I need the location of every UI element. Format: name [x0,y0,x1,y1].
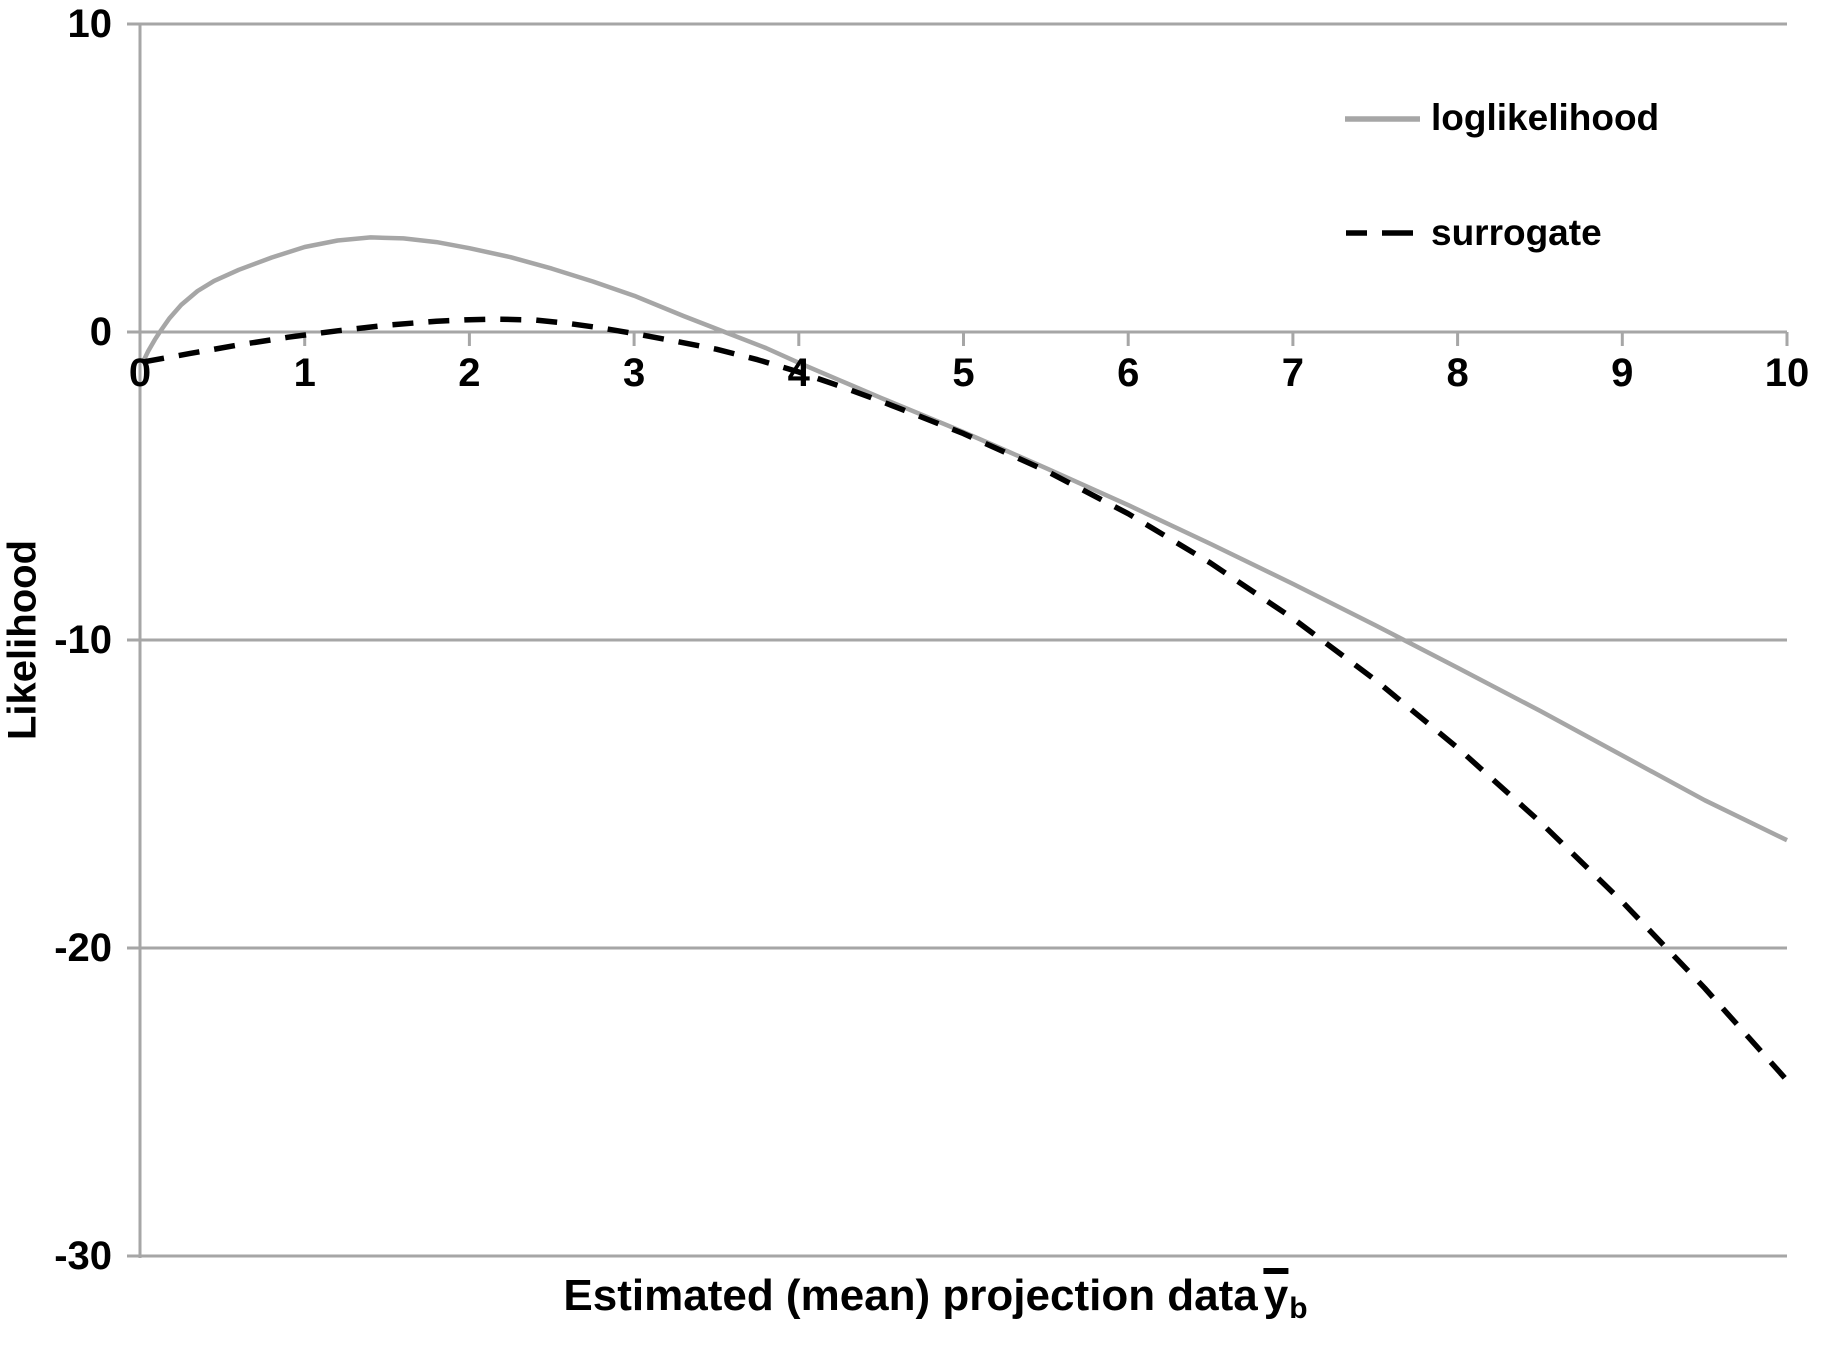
x-tick-label-10: 10 [1764,351,1810,395]
x-axis-title-symbol-ybar: y [1263,1268,1289,1318]
y-tick-label--30: -30 [54,1234,112,1278]
x-tick-label-6: 6 [1117,351,1140,395]
x-tick-label-4: 4 [787,351,810,395]
y-tick-label-0: 0 [89,310,112,354]
x-tick-label-3: 3 [622,351,646,395]
legend-label-loglikelihood: loglikelihood [1431,97,1660,138]
y-tick-label--20: -20 [54,926,112,970]
loglikelihood-curve [141,235,1788,843]
surrogate-line-swatch [1346,230,1413,236]
x-tick-label-0: 0 [128,351,152,395]
x-tick-label-8: 8 [1446,351,1469,395]
y-tick-label--10: -10 [54,618,112,662]
x-tick-label-2: 2 [458,351,481,395]
x-tick-label-9: 9 [1611,351,1634,395]
x-tick-label-1: 1 [293,351,316,395]
loglikelihood-line-swatch [1345,116,1420,122]
x-axis-title: Estimated (mean) projection data yb [563,1268,1308,1325]
surrogate-curve [142,316,1790,1083]
x-axis-title-subscript: b [1289,1292,1308,1325]
x-tick-label-5: 5 [952,351,975,395]
legend-label-surrogate: surrogate [1431,212,1602,253]
legend-item-surrogate: surrogate [1343,210,1602,256]
x-tick-label-7: 7 [1281,351,1305,395]
x-axis-title-text: Estimated (mean) projection data [563,1271,1258,1320]
legend-item-loglikelihood: loglikelihood [1343,95,1659,141]
y-tick-label-10: 10 [67,2,113,46]
